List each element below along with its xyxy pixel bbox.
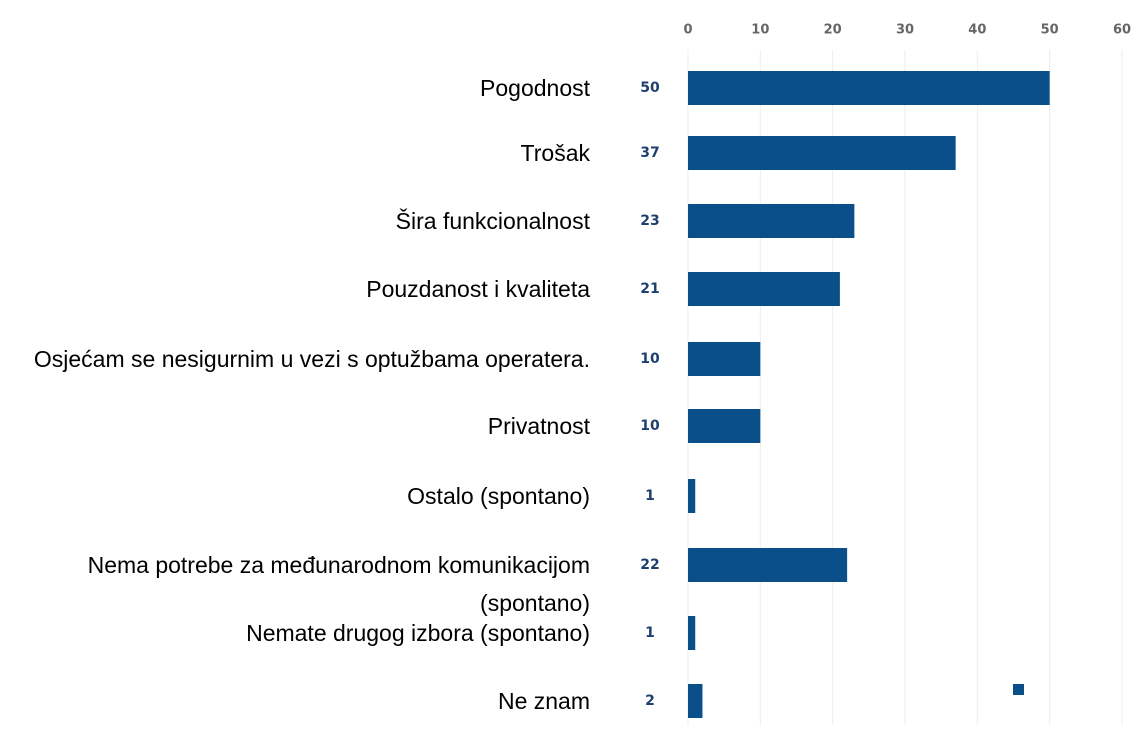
legend-marker [1013,684,1024,695]
value-label: 23 [640,213,659,229]
category-label: Nemate drugog izbora (spontano) [246,620,590,646]
bar [688,684,703,718]
x-tick-label: 0 [683,23,692,38]
bar [688,272,840,306]
value-label: 50 [640,80,660,96]
category-label: Pogodnost [480,75,590,101]
value-label: 10 [640,418,660,434]
x-tick-label: 20 [824,23,842,38]
value-label: 1 [645,625,655,641]
category-label: Osjećam se nesigurnim u vezi s optužbama… [33,346,590,372]
x-tick-label: 30 [896,23,914,38]
category-label: Ne znam [497,688,590,714]
bar [688,616,696,650]
category-label: Šira funkcionalnost [395,208,590,234]
value-label: 2 [645,693,655,709]
value-label: 22 [640,557,659,573]
x-tick-label: 40 [968,23,986,38]
category-label: Privatnost [487,413,590,439]
bar [688,548,848,582]
bar [688,204,855,238]
bar [688,342,761,376]
x-tick-label: 10 [751,23,769,38]
bar [688,479,696,513]
category-label: Nema potrebe za međunarodnom komunikacij… [87,552,590,616]
value-label: 1 [645,488,655,504]
bar [688,71,1050,105]
x-tick-label: 50 [1041,23,1059,38]
bar [688,136,956,170]
category-label: Ostalo (spontano) [407,483,590,509]
value-label: 10 [640,351,660,367]
value-label: 37 [640,145,659,161]
category-label: Pouzdanost i kvaliteta [366,276,590,302]
bar [688,409,761,443]
x-tick-label: 60 [1113,23,1131,38]
category-label: Trošak [520,140,590,166]
value-label: 21 [640,281,659,297]
